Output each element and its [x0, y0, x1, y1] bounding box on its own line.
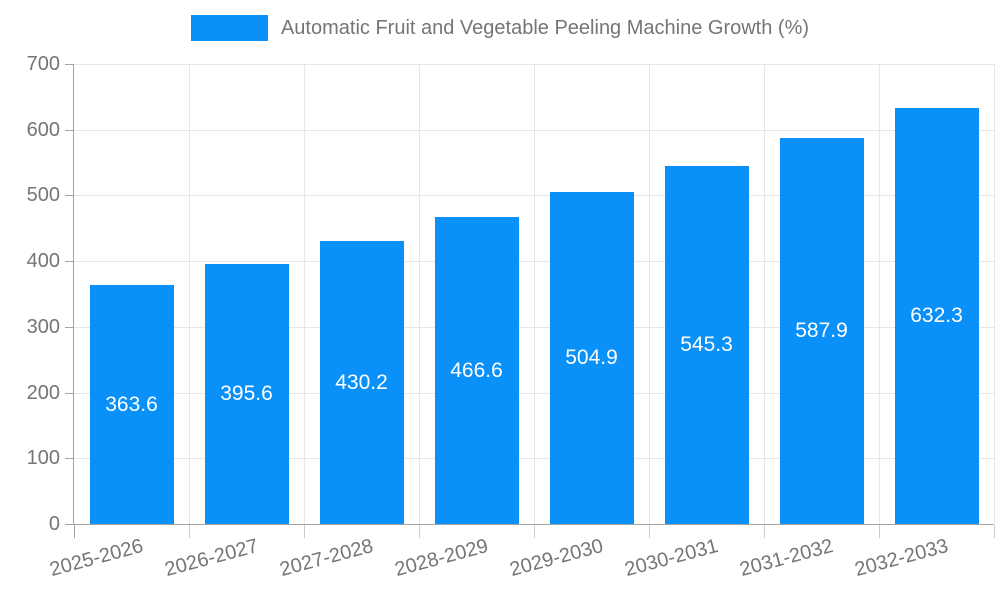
x-tick-label: 2029-2030 [507, 534, 606, 581]
bar [664, 165, 749, 524]
y-tick [65, 64, 73, 65]
bar-value-label: 587.9 [795, 318, 848, 342]
y-tick [65, 393, 73, 394]
bar-value-label: 545.3 [680, 332, 733, 356]
x-tick-label: 2030-2031 [622, 534, 721, 581]
x-tick-label: 2026-2027 [162, 534, 261, 581]
gridline-v [764, 64, 765, 524]
y-tick [65, 524, 73, 525]
bar [89, 285, 174, 524]
x-tick [534, 525, 535, 538]
x-tick [879, 525, 880, 538]
y-tick [65, 195, 73, 196]
bar [894, 108, 979, 524]
gridline-v [419, 64, 420, 524]
x-tick [74, 525, 75, 538]
y-tick-label: 400 [26, 250, 60, 272]
y-tick-label: 200 [26, 382, 60, 404]
gridline-v [189, 64, 190, 524]
x-tick [649, 525, 650, 538]
x-tick [994, 525, 995, 538]
bar [319, 241, 404, 524]
bar [204, 264, 289, 524]
y-tick-label: 500 [26, 184, 60, 206]
plot-area: 0 100 200 300 400 500 600 700 363.6 2025-2026 395.… [27, 53, 995, 581]
y-tick [65, 458, 73, 459]
y-tick [65, 130, 73, 131]
y-tick-label: 0 [48, 513, 60, 535]
y-tick [65, 261, 73, 262]
bar-value-label: 430.2 [335, 370, 388, 394]
bar-value-label: 632.3 [910, 304, 963, 328]
y-tick-label: 300 [26, 316, 60, 338]
y-tick-label: 600 [26, 119, 60, 141]
legend-label: Automatic Fruit and Vegetable Peeling Ma… [280, 17, 810, 39]
x-tick-label: 2032-2033 [852, 534, 951, 581]
x-tick [304, 525, 305, 538]
bar-value-label: 466.6 [450, 358, 503, 382]
y-tick-label: 700 [26, 53, 60, 75]
x-tick [419, 525, 420, 538]
x-tick-label: 2027-2028 [277, 534, 376, 581]
x-tick [764, 525, 765, 538]
gridline-v [304, 64, 305, 524]
x-tick-label: 2025-2026 [47, 534, 146, 581]
bar [549, 192, 634, 524]
x-tick-label: 2031-2032 [737, 534, 836, 581]
gridline-v [994, 64, 995, 524]
bar [434, 217, 519, 524]
bar-value-label: 395.6 [220, 382, 273, 406]
gridline-v [534, 64, 535, 524]
gridline-v [879, 64, 880, 524]
legend-swatch [190, 15, 268, 41]
bar [779, 137, 864, 524]
x-tick-label: 2028-2029 [392, 534, 491, 581]
y-tick [65, 327, 73, 328]
bar-value-label: 504.9 [565, 346, 618, 370]
x-tick [189, 525, 190, 538]
gridline-v [649, 64, 650, 524]
legend: Automatic Fruit and Vegetable Peeling Ma… [0, 15, 1000, 41]
y-tick-label: 100 [26, 447, 60, 469]
bar-value-label: 363.6 [105, 392, 158, 416]
